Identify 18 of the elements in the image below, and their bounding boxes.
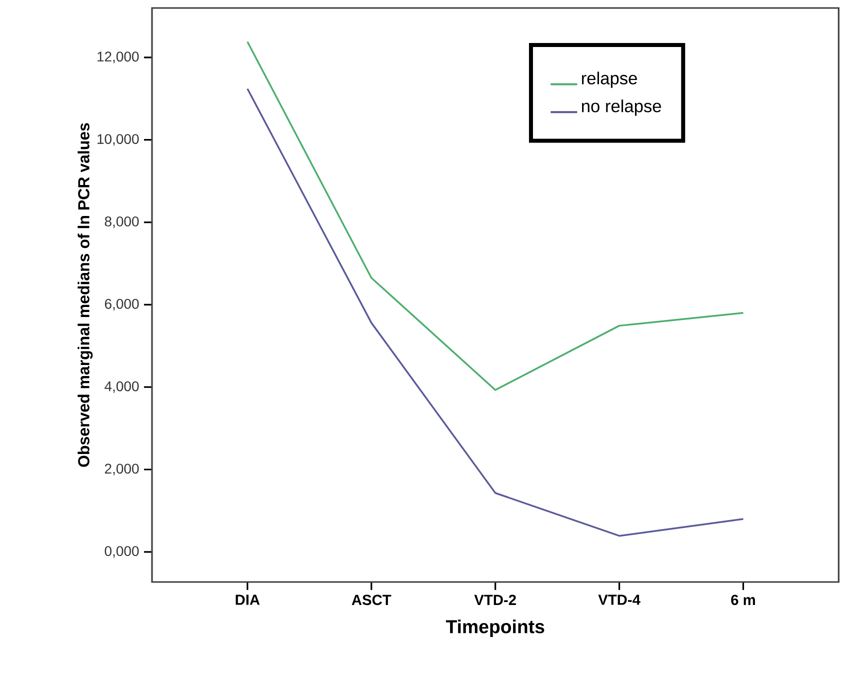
legend-label: no relapse — [582, 100, 662, 116]
x-tick-label: 6 m — [731, 594, 755, 606]
y-tick-label: 6,000 — [104, 298, 139, 310]
x-tick-label: ASCT — [352, 594, 392, 606]
y-axis-title: Observed marginal medians of ln PCR values — [78, 123, 93, 467]
y-tick-label: 4,000 — [104, 381, 139, 393]
y-tick-label: 2,000 — [104, 464, 139, 476]
line-series — [246, 40, 744, 391]
y-tick-label: 10,000 — [98, 134, 139, 146]
legend-label: relapse — [582, 72, 637, 88]
y-tick-label: 0,000 — [104, 546, 139, 558]
line-series — [246, 88, 744, 537]
x-axis-title: Timepoints — [446, 620, 544, 637]
x-tick-label: VTD-4 — [598, 594, 640, 605]
y-tick-label: 12,000 — [98, 52, 139, 64]
x-tick-label: VTD-2 — [474, 594, 516, 605]
x-tick-label: DIA — [236, 594, 260, 605]
y-tick-label: 8,000 — [104, 216, 139, 228]
